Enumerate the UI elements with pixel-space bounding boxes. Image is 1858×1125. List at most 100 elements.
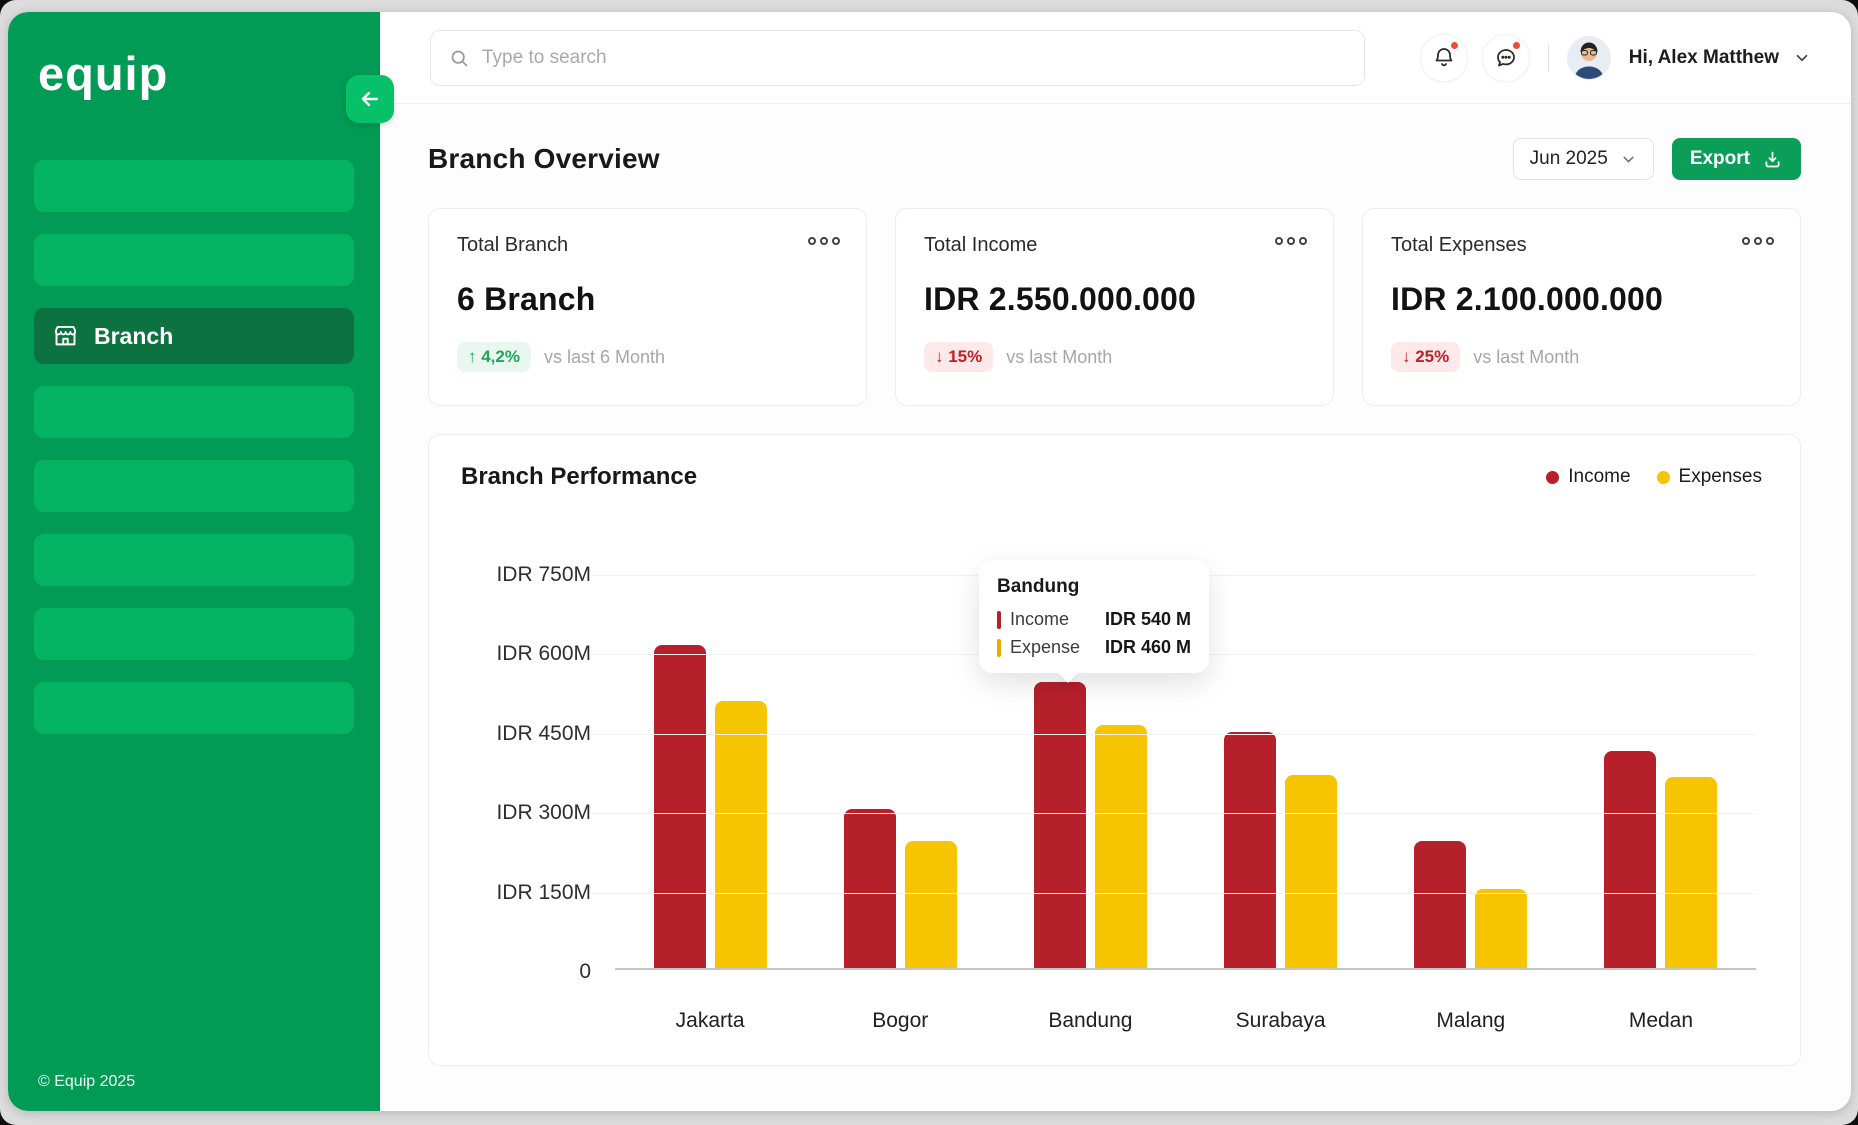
y-tick-label: IDR 300M [496,801,591,825]
surabaya-income-bar[interactable] [1224,732,1277,968]
y-tick-label: IDR 150M [496,880,591,904]
stat-card-total-expenses: Total Expenses IDR 2.100.000.000 ↓ 25% vs l… [1362,208,1801,406]
x-axis-label-medan: Medan [1628,1009,1694,1032]
card-value: IDR 2.100.000.000 [1391,281,1664,317]
export-button[interactable]: Export [1671,138,1801,180]
card-menu-button[interactable] [1275,237,1307,245]
sidebar-item-placeholder-0[interactable] [34,160,354,212]
equip-logo: equip [38,47,169,100]
gridline [591,892,1756,894]
sidebar-item-branch[interactable]: Branch [34,308,354,364]
download-icon [1762,149,1783,170]
chart-plot-area: IDR 750M IDR 600M IDR 450M IDR 300M IDR 150M… [463,560,1756,983]
bandung-income-bar[interactable] [1033,682,1086,968]
header-divider [1547,44,1549,72]
jakarta-income-bar[interactable] [653,645,706,968]
card-label: Total Expenses [1391,234,1527,256]
header-actions: Hi, Alex Matthew [1419,33,1811,83]
copyright-text: © Equip 2025 [38,1073,136,1090]
bell-icon [1432,46,1456,70]
app-window: equip Branch © Equip 2025 [8,12,1851,1111]
legend-dot [1546,470,1560,484]
x-axis-label-bogor: Bogor [872,1009,929,1032]
branch-performance-card: Branch Performance Income Expenses IDR 75… [428,434,1801,1066]
delta-caption: vs last 6 Month [543,346,666,367]
stat-card-total-branch: Total Branch 6 Branch ↑ 4,2% vs last 6 Mont… [428,208,867,406]
card-menu-button[interactable] [808,237,840,245]
jakarta-expenses-bar[interactable] [714,701,767,968]
tooltip-series-label: Income [1010,609,1070,629]
y-tick-label: IDR 750M [496,563,591,586]
chevron-down-icon [1793,49,1811,67]
search-input[interactable] [482,47,1346,69]
tooltip-title: Bandung [997,576,1080,597]
tooltip-row-income: Income IDR 540 M [997,609,1191,630]
stat-cards-row: Total Branch 6 Branch ↑ 4,2% vs last 6 Mont… [428,208,1801,406]
x-axis-label-bandung: Bandung [1048,1009,1133,1032]
tooltip-series-value: IDR 540 M [1104,609,1191,629]
chat-icon [1494,46,1518,70]
medan-income-bar[interactable] [1604,751,1657,968]
card-menu-button[interactable] [1742,237,1774,245]
tooltip-series-value: IDR 460 M [1104,637,1191,657]
sidebar-collapse-button[interactable] [346,75,394,123]
user-greeting: Hi, Alex Matthew [1628,47,1779,68]
period-selector[interactable]: Jun 2025 [1512,138,1654,180]
delta-caption: vs last Month [1473,346,1580,367]
chart-tooltip: Bandung Income IDR 540 M Expense IDR 460 M [979,560,1209,673]
delta-badge: ↓ 25% [1391,342,1461,372]
x-axis-label-surabaya: Surabaya [1235,1009,1326,1032]
delta-caption: vs last Month [1006,346,1113,367]
messages-button[interactable] [1481,34,1530,82]
sidebar-item-label: Branch [94,322,174,349]
y-tick-label: 0 [579,960,591,983]
sidebar-item-placeholder-3[interactable] [34,386,354,438]
malang-expenses-bar[interactable] [1475,889,1528,968]
sidebar-item-placeholder-5[interactable] [34,534,354,586]
sidebar-item-placeholder-7[interactable] [34,682,354,734]
arrow-left-icon [358,87,382,111]
card-label: Total Income [924,234,1038,256]
bar-group-bandung [995,575,1185,968]
legend-item-income[interactable]: Income [1546,466,1631,488]
sidebar: equip Branch © Equip 2025 [8,12,394,1111]
sidebar-item-placeholder-1[interactable] [34,234,354,286]
plot: Bandung Income IDR 540 M Expense IDR 460 M [591,560,1756,970]
search-icon [449,48,470,69]
delta-badge: ↑ 4,2% [457,342,531,372]
tooltip-rows: Income IDR 540 M Expense IDR 460 M [997,609,1191,658]
avatar[interactable] [1566,36,1611,80]
bogor-income-bar[interactable] [843,809,896,968]
content-area: Hi, Alex Matthew Branch Overview Jun 202… [380,12,1851,1111]
top-bar: Hi, Alex Matthew [380,12,1851,104]
chart-legend: Income Expenses [1546,466,1762,488]
search-box[interactable] [430,30,1365,86]
notifications-button[interactable] [1419,34,1468,82]
card-label: Total Branch [457,234,569,256]
bandung-expenses-bar[interactable] [1094,725,1147,968]
bar-group-bogor [805,575,995,968]
bar-group-malang [1376,575,1566,968]
gridline [591,733,1756,735]
malang-income-bar[interactable] [1414,841,1467,968]
bar-group-surabaya [1186,575,1376,968]
bogor-expenses-bar[interactable] [904,841,957,968]
user-menu-button[interactable] [1793,49,1811,67]
surabaya-expenses-bar[interactable] [1285,775,1338,968]
sidebar-item-placeholder-4[interactable] [34,460,354,512]
y-tick-label: IDR 600M [496,642,591,666]
tooltip-series-tick [997,638,1001,657]
card-value: 6 Branch [457,281,596,317]
y-tick-label: IDR 450M [496,721,591,745]
sidebar-menu: Branch [34,160,354,734]
medan-expenses-bar[interactable] [1665,777,1718,968]
x-axis-labels: Jakarta Bogor Bandung Surabaya Malang Medan [615,1009,1756,1033]
bar-group-jakarta [615,575,805,968]
legend-dot [1656,470,1670,484]
tooltip-series-label: Expense [1010,637,1081,657]
legend-item-expenses[interactable]: Expenses [1656,466,1762,488]
bar-groups [615,575,1756,968]
chevron-down-icon [1620,151,1637,168]
sidebar-item-placeholder-6[interactable] [34,608,354,660]
